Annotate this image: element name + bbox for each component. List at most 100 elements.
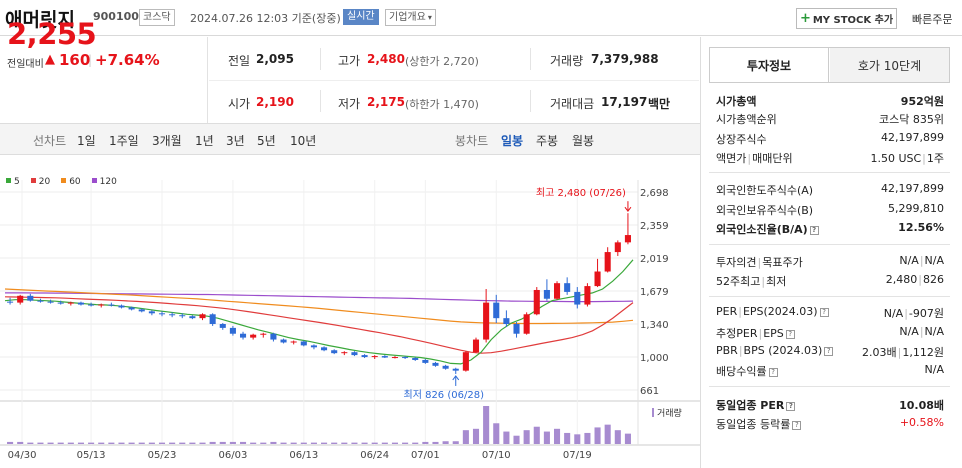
- divider: |: [904, 307, 908, 320]
- cap-rank-row: 시가총액순위 코스닥 835위: [716, 111, 944, 129]
- candle-body: [7, 301, 14, 303]
- period-1y[interactable]: 1년: [195, 134, 214, 148]
- par-value-b: 1주: [926, 152, 944, 165]
- info-icon[interactable]: ?: [824, 347, 834, 356]
- foreign-hold-label: 외국인보유주식수(B): [716, 204, 814, 217]
- legend-swatch: [6, 178, 11, 183]
- volume-bar: [381, 442, 388, 444]
- prev-close-label: 전일: [228, 54, 251, 68]
- candle-weekly[interactable]: 주봉: [536, 134, 559, 148]
- legend-ma20-label: 20: [38, 177, 51, 187]
- candle-body: [381, 356, 388, 358]
- low-annotation: 최저 826 (06/28): [404, 389, 485, 401]
- chart-legend: 5 20 60 120: [6, 177, 117, 187]
- par-value-a: 1.50 USC: [870, 152, 922, 165]
- high-arrow-head: [624, 206, 632, 213]
- candle-chart-toggle[interactable]: 봉차트: [455, 134, 489, 148]
- candle-body: [27, 295, 34, 301]
- volume-bar: [179, 442, 186, 444]
- volume-bar: [523, 430, 530, 444]
- info-icon[interactable]: ?: [786, 402, 796, 411]
- volume-bar: [331, 442, 338, 444]
- info-icon[interactable]: ?: [768, 368, 778, 377]
- period-5y[interactable]: 5년: [257, 134, 276, 148]
- candle-daily[interactable]: 일봉: [501, 134, 524, 148]
- candle-body: [432, 362, 439, 366]
- candle-body: [321, 347, 328, 351]
- candle-body: [594, 271, 601, 287]
- section-divider: [709, 172, 950, 173]
- x-tick-label: 06/03: [218, 450, 247, 461]
- period-3m[interactable]: 3개월: [152, 134, 182, 148]
- volume-value: 7,379,988: [591, 52, 659, 66]
- par-value: 1.50 USC|1주: [870, 150, 944, 166]
- divider: |: [757, 256, 762, 269]
- period-10y[interactable]: 10년: [290, 134, 317, 148]
- line-chart-toggle[interactable]: 선차트: [33, 134, 67, 148]
- info-icon[interactable]: ?: [819, 308, 829, 317]
- divider: [320, 48, 321, 70]
- volume-bar: [402, 442, 409, 444]
- candle-body: [47, 301, 54, 303]
- add-my-stock-label: MY STOCK 추가: [812, 15, 894, 26]
- candle-body: [331, 350, 338, 354]
- candle-body: [341, 352, 348, 354]
- volume-bar: [442, 441, 449, 444]
- foreign-ratio-row: 외국인소진율(B/A)? 12.56%: [716, 221, 944, 239]
- volume-bar: [290, 442, 297, 444]
- market-cap-row: 시가총액 952억원: [716, 93, 944, 111]
- week52-label-a: 52주최고: [716, 275, 761, 288]
- divider: |: [919, 325, 924, 338]
- volume-bar: [624, 433, 631, 444]
- up-triangle-icon: ▲: [45, 52, 55, 67]
- tab-orderbook-10[interactable]: 호가 10단계: [830, 48, 949, 82]
- sector-per-value: 10.08배: [899, 399, 944, 412]
- trade-value-label: 거래대금: [550, 97, 595, 111]
- volume-bar: [503, 431, 510, 444]
- per-value-b: -907원: [908, 307, 944, 320]
- period-3y[interactable]: 3년: [226, 134, 245, 148]
- sector-per-label-text: 동일업종 PER: [716, 399, 785, 412]
- quote-datetime: 2024.07.26 12:03 기준(장중): [190, 12, 341, 25]
- quick-order-link[interactable]: 빠른주문: [912, 13, 953, 26]
- period-1w[interactable]: 1주일: [109, 134, 139, 148]
- candle-body: [462, 352, 469, 371]
- volume-label: 거래량: [550, 54, 584, 68]
- est-per-label-a: 추정PER: [716, 327, 758, 340]
- candle-monthly[interactable]: 월봉: [572, 134, 595, 148]
- prev-close-value: 2,095: [256, 52, 294, 66]
- candle-body: [614, 242, 621, 253]
- par-label-a: 액면가: [716, 152, 747, 165]
- candle-body: [543, 289, 550, 299]
- volume-bar: [412, 442, 419, 444]
- tab-investment-info[interactable]: 투자정보: [710, 48, 829, 82]
- sector-chg-row: 동일업종 등락률? +0.58%: [716, 416, 944, 434]
- x-tick-label: 07/19: [563, 450, 592, 461]
- shares-value: 42,197,899: [881, 131, 944, 144]
- price-panel: [0, 37, 208, 123]
- candle-body: [584, 286, 591, 305]
- period-1d[interactable]: 1일: [77, 134, 96, 148]
- foreign-ratio-text: 외국인소진율(B/A): [716, 223, 808, 236]
- info-icon[interactable]: ?: [792, 421, 802, 430]
- market-cap-label: 시가총액: [716, 95, 757, 108]
- est-per-row: 추정PER|EPS? N/A|N/A: [716, 325, 944, 343]
- info-icon[interactable]: ?: [809, 226, 819, 235]
- company-overview-button[interactable]: 기업개요 ▾: [385, 9, 436, 26]
- candle-body: [17, 295, 24, 303]
- candle-body: [472, 339, 480, 353]
- candle-body: [493, 302, 500, 319]
- header-bar: [0, 0, 962, 36]
- volume-bar: [128, 442, 135, 444]
- volume-bar: [199, 442, 206, 444]
- candle-body: [209, 314, 216, 324]
- legend-swatch: [30, 178, 36, 183]
- foreign-hold-row: 외국인보유주식수(B) 5,299,810: [716, 202, 944, 220]
- price-chart[interactable]: 5 20 60 120 2,698 2,359 2,019 1,679 1,340 1,0…: [0, 156, 700, 468]
- volume-bar: [239, 441, 247, 444]
- add-my-stock-button[interactable]: + MY STOCK 추가: [796, 8, 897, 29]
- candle-body: [310, 345, 317, 348]
- info-icon[interactable]: ?: [785, 330, 795, 339]
- per-row: PER|EPS(2024.03)? N/A|-907원: [716, 305, 944, 323]
- divider: |: [747, 152, 752, 165]
